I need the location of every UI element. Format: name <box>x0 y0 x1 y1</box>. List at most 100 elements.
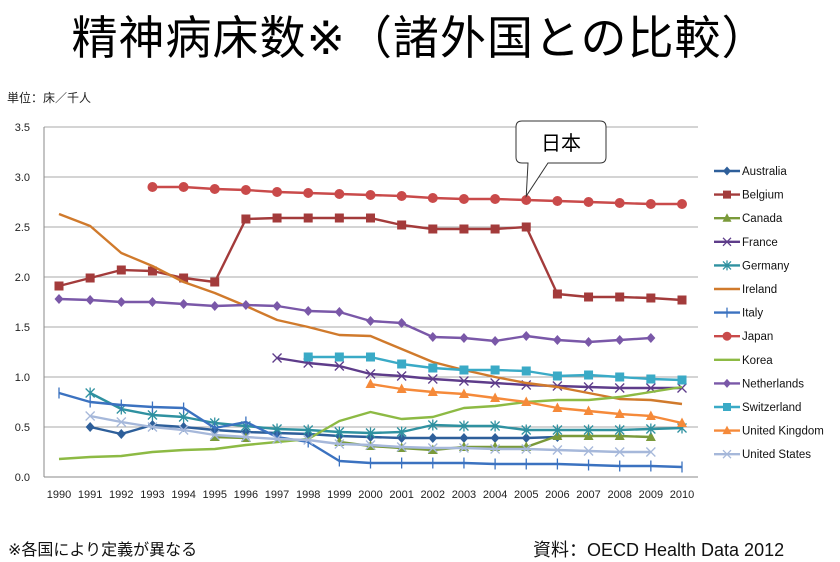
series-line <box>89 423 558 440</box>
x-tick-label: 1996 <box>234 489 258 501</box>
data-point <box>397 433 407 443</box>
data-point <box>334 307 344 317</box>
data-point <box>646 293 656 303</box>
data-point <box>521 222 531 232</box>
data-point <box>178 425 189 435</box>
data-point <box>334 439 345 449</box>
data-point <box>334 189 345 199</box>
legend-item: Germany <box>714 260 790 272</box>
x-axis-ticks: 1990 1991 1992 1993 1994 1995 1996 1997 1998 1999… <box>47 489 694 501</box>
data-point <box>459 365 469 375</box>
data-point <box>645 431 656 441</box>
data-point <box>272 301 282 311</box>
data-point <box>723 378 731 388</box>
x-tick-label: 2007 <box>576 489 600 501</box>
data-point <box>490 224 500 234</box>
data-point <box>303 424 314 436</box>
data-point <box>583 382 594 392</box>
data-point <box>210 301 220 311</box>
data-point <box>552 196 563 206</box>
x-tick-label: 2001 <box>389 489 413 501</box>
data-point <box>116 417 127 427</box>
data-point <box>85 422 95 432</box>
data-point <box>677 375 687 385</box>
data-point <box>147 266 157 276</box>
data-point <box>615 292 625 302</box>
data-point <box>272 187 283 197</box>
legend-item: Korea <box>714 355 773 367</box>
data-point <box>552 371 562 381</box>
x-tick-label: 2002 <box>421 489 445 501</box>
data-point <box>521 444 532 454</box>
y-tick-label: 2.5 <box>15 222 30 234</box>
legend-label: United States <box>742 449 811 461</box>
y-axis-ticks: 0.0 0.5 1.0 1.5 2.0 2.5 3.0 3.5 <box>15 122 30 484</box>
data-point <box>521 366 531 376</box>
x-tick-label: 1997 <box>265 489 289 501</box>
data-point <box>614 383 625 393</box>
data-point <box>210 277 220 287</box>
series-belgium <box>54 213 687 305</box>
data-point <box>209 430 220 440</box>
data-point <box>458 388 469 398</box>
data-point <box>427 386 438 396</box>
data-point <box>458 194 469 204</box>
series-line <box>58 297 651 344</box>
data-point <box>427 419 438 431</box>
data-point <box>428 332 438 342</box>
footnote: ※各国により定義が異なる <box>8 540 198 559</box>
x-tick-label: 1992 <box>109 489 133 501</box>
series-switzerland <box>303 352 687 385</box>
page-title: 精神病床数※（諸外国との比較） <box>71 11 769 65</box>
legend-item: Italy <box>714 307 763 320</box>
data-point <box>272 213 282 223</box>
data-point <box>54 281 64 291</box>
series-japan <box>147 182 687 209</box>
x-tick-label: 1999 <box>327 489 351 501</box>
data-point <box>677 417 687 427</box>
data-point <box>240 185 251 195</box>
data-point <box>147 422 158 432</box>
data-point <box>722 449 732 459</box>
data-point <box>552 335 562 345</box>
legend-item: Netherlands <box>714 378 804 390</box>
data-point <box>552 402 563 412</box>
data-point <box>722 425 732 435</box>
data-point <box>334 426 345 438</box>
data-point <box>365 190 376 200</box>
data-point <box>677 295 687 305</box>
x-tick-label: 2005 <box>514 489 538 501</box>
legend-label: Australia <box>742 166 787 178</box>
x-tick-label: 2004 <box>483 489 507 501</box>
data-point <box>521 396 532 406</box>
data-point <box>240 432 251 442</box>
x-tick-label: 2008 <box>607 489 631 501</box>
data-point <box>272 353 283 363</box>
data-point <box>614 198 625 208</box>
data-point <box>303 435 314 445</box>
series-line <box>58 385 683 461</box>
y-tick-label: 3.0 <box>15 172 30 184</box>
legend-label: Netherlands <box>742 378 804 390</box>
data-point <box>334 352 344 362</box>
series-line <box>58 216 683 302</box>
data-point <box>85 411 96 421</box>
series-line <box>89 391 683 435</box>
legend-item: Japan <box>714 331 773 343</box>
x-tick-label: 2000 <box>358 489 382 501</box>
data-point <box>458 376 469 386</box>
x-tick-label: 2009 <box>639 489 663 501</box>
data-point <box>427 193 438 203</box>
callout-label: 日本 <box>541 131 581 155</box>
legend-label: Canada <box>742 213 783 225</box>
data-point <box>179 299 189 309</box>
data-point <box>723 403 731 411</box>
legend-label: Ireland <box>742 284 777 296</box>
axes <box>43 127 698 478</box>
series-korea <box>58 385 683 461</box>
x-tick-label: 2003 <box>452 489 476 501</box>
legend-label: France <box>742 237 778 249</box>
source-citation: 資料：OECD Health Data 2012 <box>533 540 785 560</box>
data-point <box>490 444 501 454</box>
legend-label: Japan <box>742 331 773 343</box>
